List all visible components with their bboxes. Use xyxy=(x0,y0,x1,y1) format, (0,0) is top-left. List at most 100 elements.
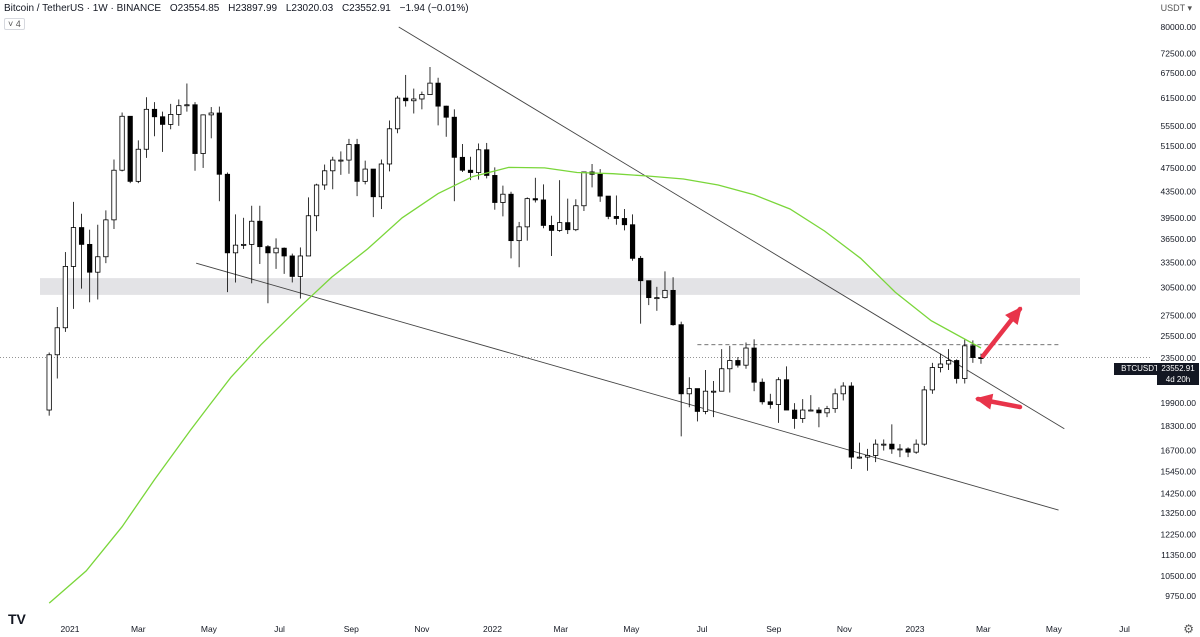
candle xyxy=(864,448,871,471)
candle xyxy=(565,198,571,235)
chart-header: Bitcoin / TetherUS · 1W · BINANCE O23554… xyxy=(4,3,475,14)
candle xyxy=(160,111,166,152)
candle-body-up xyxy=(929,367,935,391)
candle xyxy=(581,171,587,212)
candle-body-down xyxy=(127,115,133,182)
candle xyxy=(629,214,636,261)
candle-body-down xyxy=(492,175,498,203)
y-tick-label: 51500.00 xyxy=(1161,141,1197,151)
candle xyxy=(873,439,879,463)
candle xyxy=(929,362,935,394)
candle xyxy=(921,386,927,446)
candle-body-up xyxy=(184,104,190,107)
candle xyxy=(95,224,101,300)
candle xyxy=(200,114,206,168)
candle xyxy=(719,349,725,392)
y-axis: 80000.00 72500.00 67500.00 61500.00 55500.00… xyxy=(1150,0,1200,637)
candle xyxy=(638,255,644,324)
candle-body-down xyxy=(954,360,960,379)
candle-body-up xyxy=(208,112,214,116)
candle-body-down xyxy=(694,388,700,412)
candle-body-down xyxy=(605,195,611,217)
candle xyxy=(856,442,863,459)
up-arrow xyxy=(980,306,1023,359)
candle-body-up xyxy=(808,409,814,412)
candle-body-up xyxy=(411,98,417,102)
candles xyxy=(46,66,984,471)
settings-gear-icon[interactable]: ⚙ xyxy=(1183,622,1194,636)
candle-body-down xyxy=(638,257,644,282)
symbol-title[interactable]: Bitcoin / TetherUS · 1W · BINANCE xyxy=(4,3,162,14)
candle xyxy=(824,405,830,418)
y-axis-background xyxy=(1150,0,1200,637)
y-tick-label: 39500.00 xyxy=(1161,213,1197,223)
candle xyxy=(208,107,214,139)
candle xyxy=(621,209,628,231)
candle-body-down xyxy=(735,360,741,366)
candle xyxy=(386,120,393,172)
candle xyxy=(532,177,538,203)
candle xyxy=(945,349,952,370)
y-tick-label: 33500.00 xyxy=(1161,257,1197,267)
indicator-toggle[interactable]: ˅ 4 xyxy=(4,18,25,30)
moving-average-line xyxy=(48,166,982,604)
candle xyxy=(913,439,919,454)
candle xyxy=(808,395,814,412)
candle xyxy=(346,138,352,174)
candle-body-up xyxy=(913,443,919,453)
candle xyxy=(135,140,141,184)
candle xyxy=(338,151,344,175)
candle-body-up xyxy=(881,443,887,446)
candle-body-down xyxy=(257,220,263,248)
trendlines xyxy=(196,26,1065,511)
candle-body-down xyxy=(289,255,295,277)
candle-body-down xyxy=(451,116,457,158)
candle-body-up xyxy=(313,184,320,217)
bar-countdown: 4d 20h xyxy=(1165,375,1191,384)
candle xyxy=(597,169,603,202)
x-tick-label: Mar xyxy=(553,624,568,634)
candle-body-up xyxy=(686,388,692,395)
candle-body-down xyxy=(889,443,895,450)
candle-body-up xyxy=(832,393,838,410)
x-tick-label: May xyxy=(623,624,640,634)
candle xyxy=(735,357,741,368)
candle-body-up xyxy=(70,227,77,267)
x-tick-label: Mar xyxy=(976,624,991,634)
candle xyxy=(459,143,466,172)
x-tick-label: Jul xyxy=(274,624,285,634)
candle-body-up xyxy=(824,408,830,414)
candle xyxy=(751,339,757,392)
candle xyxy=(759,378,765,405)
currency-selector[interactable]: USDT ▾ xyxy=(1160,3,1192,13)
y-tick-label: 10500.00 xyxy=(1161,571,1197,581)
candle-body-up xyxy=(840,385,846,395)
candle-body-down xyxy=(370,168,376,198)
candle-body-up xyxy=(273,247,279,254)
candle-body-down xyxy=(265,246,271,254)
candle xyxy=(378,159,384,210)
candle-body-up xyxy=(945,360,952,365)
trendline-2 xyxy=(196,262,1059,511)
candle-body-up xyxy=(654,297,660,300)
candle xyxy=(297,247,303,299)
candle-body-down xyxy=(484,149,490,176)
candle xyxy=(411,88,417,114)
close-value: C23552.91 xyxy=(341,3,391,14)
candle-body-down xyxy=(467,169,474,173)
candle xyxy=(192,102,198,171)
candle-body-down xyxy=(597,173,603,197)
candle xyxy=(589,163,595,188)
candle-body-up xyxy=(581,171,587,207)
candle xyxy=(103,210,109,264)
candle xyxy=(143,97,149,158)
candle xyxy=(184,83,190,112)
candle xyxy=(524,197,530,241)
annotation-arrows xyxy=(975,306,1023,410)
candle-body-up xyxy=(95,256,101,273)
candle xyxy=(427,66,433,96)
candle xyxy=(305,197,312,257)
candle xyxy=(451,109,457,202)
candle xyxy=(249,205,255,284)
